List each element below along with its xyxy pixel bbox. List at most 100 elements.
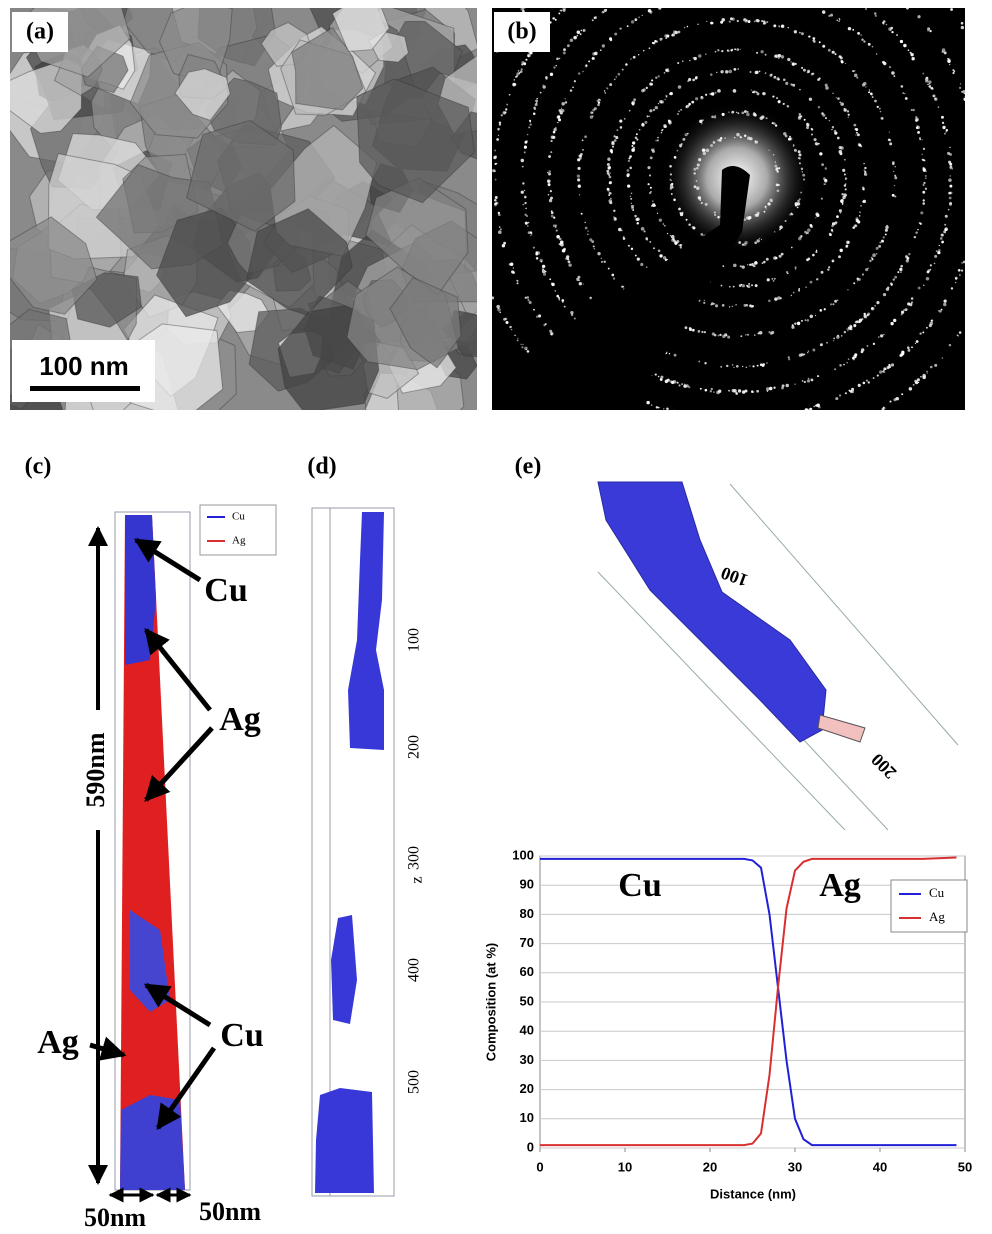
diffraction-spot (822, 45, 825, 48)
diffraction-spot (927, 84, 928, 85)
diffraction-spot (781, 55, 784, 58)
diffraction-spot (521, 68, 523, 70)
legend-label: Cu (929, 885, 945, 900)
diffraction-spot (680, 246, 682, 248)
diffraction-spot (658, 75, 660, 77)
diffraction-spot (835, 53, 837, 55)
diffraction-spot (825, 184, 826, 185)
diffraction-spot (751, 284, 753, 286)
diffraction-spot (499, 226, 501, 228)
diffraction-spot (607, 88, 608, 89)
diffraction-spot (911, 57, 914, 60)
diffraction-spot (530, 124, 532, 126)
diffraction-spot (862, 186, 865, 189)
diffraction-spot (811, 134, 813, 136)
diffraction-spot (701, 331, 703, 333)
diffraction-spot (651, 79, 653, 81)
y-tick-label: 20 (520, 1081, 534, 1096)
diffraction-spot (577, 276, 580, 279)
diffraction-spot (985, 285, 988, 288)
diffraction-spot (658, 249, 661, 252)
diffraction-spot (623, 426, 626, 429)
diffraction-spot (695, 445, 697, 447)
diffraction-spot (911, 297, 914, 300)
y-tick-label: 80 (520, 906, 534, 921)
diffraction-spot (847, 110, 849, 112)
diffraction-spot (633, 56, 636, 59)
diffraction-spot (743, 243, 746, 246)
diffraction-spot (815, 436, 818, 439)
diffraction-spot (941, 116, 944, 119)
diffraction-spot (551, 212, 554, 215)
diffraction-spot (665, 99, 666, 100)
diffraction-spot (808, 438, 810, 440)
x-tick-label: 40 (873, 1159, 887, 1174)
diffraction-spot (555, 290, 557, 292)
diffraction-spot (565, 101, 568, 104)
diffraction-spot (564, 306, 566, 308)
diffraction-spot (483, 74, 485, 76)
diffraction-spot (548, 155, 551, 158)
diffraction-spot (949, 147, 951, 149)
diffraction-spot (497, 308, 500, 311)
diffraction-spot (574, 317, 576, 319)
diffraction-spot (907, 346, 910, 349)
diffraction-spot (799, 162, 801, 164)
diffraction-spot (749, 304, 752, 307)
diffraction-spot (740, 49, 741, 50)
diffraction-spot (514, 335, 515, 336)
diffraction-spot (874, 12, 876, 14)
diffraction-spot (614, 33, 617, 36)
diffraction-spot (922, 191, 925, 194)
diffraction-spot (827, 268, 829, 270)
diffraction-spot (810, 315, 813, 318)
diffraction-spot (678, 85, 682, 89)
diffraction-spot (608, 268, 610, 270)
diffraction-spot (623, 237, 626, 240)
diffraction-spot (525, 3, 528, 6)
diffraction-spot (701, 202, 703, 204)
diffraction-spot (865, 86, 866, 87)
diffraction-spot (851, 388, 854, 391)
diffraction-spot (966, 252, 967, 253)
diffraction-spot (535, 253, 538, 256)
diffraction-spot (926, 277, 929, 280)
diffraction-spot (774, 165, 777, 168)
annotation: Ag (37, 1024, 79, 1061)
diffraction-spot (889, 401, 891, 403)
diffraction-spot (746, 113, 750, 117)
diffraction-spot (631, 145, 633, 147)
diffraction-spot (915, 343, 916, 344)
diffraction-spot (663, 408, 664, 409)
diffraction-spot (856, 77, 858, 79)
diffraction-spot (868, 381, 870, 383)
diffraction-spot (602, 44, 605, 47)
diffraction-spot (802, 174, 805, 177)
legend-label: Ag (929, 909, 945, 924)
diffraction-spot (840, 152, 843, 155)
diffraction-spot (923, 148, 925, 150)
diffraction-spot (527, 299, 529, 301)
diffraction-spot (816, 250, 817, 251)
diffraction-spot (852, 29, 854, 31)
diffraction-spot (621, 230, 623, 232)
diffraction-spot (789, 136, 791, 138)
diffraction-spot (836, 97, 837, 98)
diffraction-spot (747, 264, 748, 265)
diffraction-spot (919, 222, 921, 224)
diffraction-spot (934, 263, 936, 265)
diffraction-spot (843, 428, 845, 430)
diffraction-spot (516, 75, 518, 77)
diffraction-spot (976, 161, 979, 164)
diffraction-spot (555, 19, 557, 21)
diffraction-spot (489, 294, 492, 297)
diffraction-spot (587, 230, 588, 231)
diffraction-spot (667, 379, 670, 382)
diffraction-spot (757, 447, 760, 450)
diffraction-spot (614, 218, 617, 221)
diffraction-spot (656, 437, 659, 440)
diffraction-spot (855, 134, 856, 135)
diffraction-spot (972, 312, 974, 314)
diffraction-spot (868, 412, 871, 415)
diffraction-spot (807, 379, 810, 382)
